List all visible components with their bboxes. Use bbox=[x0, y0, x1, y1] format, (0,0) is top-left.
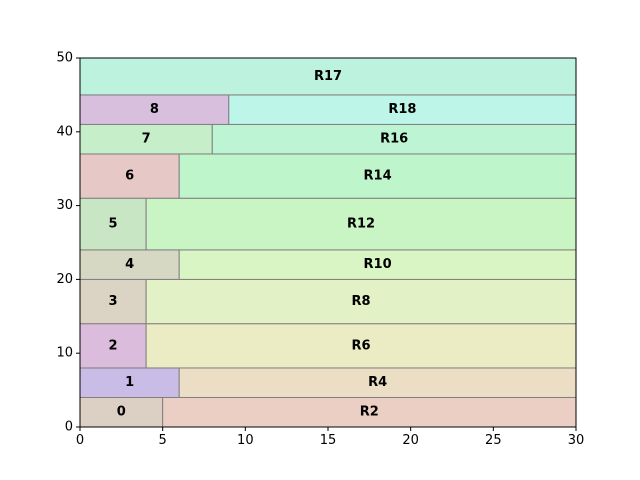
y-axis: 0 10 20 30 40 50 bbox=[56, 51, 80, 435]
rect-6 bbox=[79, 153, 180, 199]
rect-R18 bbox=[228, 94, 577, 125]
rect-label-7: 7 bbox=[142, 132, 151, 147]
rect-R8 bbox=[145, 278, 577, 325]
rect-R17 bbox=[79, 57, 577, 96]
rect-R10 bbox=[178, 249, 577, 280]
rect-label-R18: R18 bbox=[388, 102, 416, 117]
rect-label-0: 0 bbox=[117, 405, 126, 420]
x-tick-label: 0 bbox=[76, 433, 84, 448]
rect-label-R10: R10 bbox=[364, 257, 392, 272]
rect-label-R6: R6 bbox=[352, 338, 371, 353]
rects-layer bbox=[79, 57, 577, 428]
x-axis: 0 5 10 15 20 25 30 bbox=[76, 427, 584, 448]
x-tick-label: 30 bbox=[568, 433, 585, 448]
rect-3 bbox=[79, 278, 147, 325]
rect-2 bbox=[79, 323, 147, 369]
rect-label-6: 6 bbox=[125, 169, 134, 184]
y-tick-label: 10 bbox=[56, 346, 73, 361]
rect-0 bbox=[79, 396, 164, 428]
rect-label-2: 2 bbox=[109, 338, 118, 353]
rect-label-R2: R2 bbox=[360, 405, 379, 420]
x-tick-label: 5 bbox=[159, 433, 167, 448]
x-tick-label: 15 bbox=[320, 433, 337, 448]
rect-label-R14: R14 bbox=[364, 169, 392, 184]
rect-R16 bbox=[211, 123, 577, 155]
rect-label-R16: R16 bbox=[380, 132, 408, 147]
x-tick-label: 20 bbox=[402, 433, 419, 448]
rect-label-3: 3 bbox=[109, 294, 118, 309]
rect-label-R17: R17 bbox=[314, 69, 342, 84]
rect-R2 bbox=[162, 396, 577, 428]
x-tick-label: 25 bbox=[485, 433, 502, 448]
labels-layer: 0 R2 1 R4 2 R6 3 R8 4 R10 5 R12 6 R14 7 R16 8 R18 R17 bbox=[109, 69, 417, 420]
rect-label-1: 1 bbox=[125, 375, 134, 390]
y-tick-label: 30 bbox=[56, 198, 73, 213]
x-tick-label: 10 bbox=[237, 433, 254, 448]
rect-label-R8: R8 bbox=[352, 294, 371, 309]
rect-label-5: 5 bbox=[109, 217, 118, 232]
y-tick-label: 20 bbox=[56, 272, 73, 287]
rect-label-4: 4 bbox=[125, 257, 134, 272]
rect-label-R12: R12 bbox=[347, 217, 375, 232]
rect-R6 bbox=[145, 323, 577, 369]
rect-label-R4: R4 bbox=[368, 375, 387, 390]
rect-label-8: 8 bbox=[150, 102, 159, 117]
y-tick-label: 40 bbox=[56, 124, 73, 139]
y-tick-label: 0 bbox=[65, 420, 73, 435]
y-tick-label: 50 bbox=[56, 51, 73, 66]
rect-R12 bbox=[145, 197, 577, 251]
